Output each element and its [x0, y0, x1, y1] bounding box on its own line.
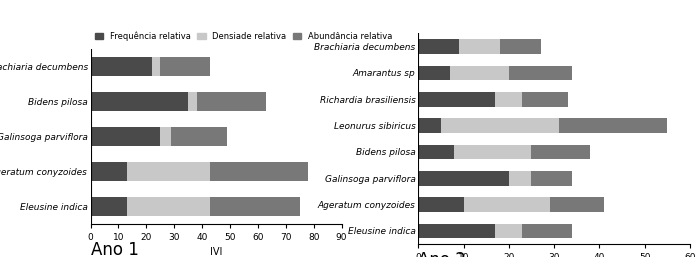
- Bar: [91, 197, 127, 216]
- Bar: [441, 118, 559, 133]
- Bar: [454, 145, 531, 159]
- Bar: [509, 171, 531, 186]
- Bar: [418, 66, 450, 80]
- Bar: [559, 118, 668, 133]
- Bar: [509, 66, 572, 80]
- Bar: [127, 197, 210, 216]
- Text: Ano 2: Ano 2: [418, 251, 466, 257]
- Bar: [418, 118, 441, 133]
- Bar: [495, 224, 523, 238]
- Bar: [160, 57, 210, 76]
- Bar: [450, 66, 509, 80]
- Bar: [160, 127, 171, 146]
- Bar: [523, 224, 572, 238]
- Bar: [464, 197, 549, 212]
- Bar: [459, 39, 500, 54]
- Bar: [418, 197, 464, 212]
- Bar: [91, 162, 127, 181]
- Bar: [171, 127, 227, 146]
- Bar: [197, 92, 266, 111]
- Bar: [188, 92, 197, 111]
- Bar: [91, 92, 188, 111]
- Bar: [418, 39, 459, 54]
- Bar: [549, 197, 604, 212]
- Legend: Frequência relativa, Densiade relativa, Abundância relativa: Frequência relativa, Densiade relativa, …: [95, 32, 392, 41]
- Bar: [418, 145, 454, 159]
- Bar: [91, 57, 152, 76]
- Bar: [127, 162, 210, 181]
- Bar: [531, 171, 572, 186]
- Bar: [210, 197, 300, 216]
- Bar: [418, 171, 509, 186]
- X-axis label: IVI: IVI: [210, 247, 222, 257]
- Bar: [210, 162, 308, 181]
- Bar: [523, 92, 567, 106]
- Bar: [152, 57, 160, 76]
- Bar: [531, 145, 590, 159]
- Bar: [495, 92, 523, 106]
- Bar: [500, 39, 541, 54]
- Bar: [418, 92, 495, 106]
- Text: Ano 1: Ano 1: [91, 241, 139, 257]
- Bar: [418, 224, 495, 238]
- Bar: [91, 127, 160, 146]
